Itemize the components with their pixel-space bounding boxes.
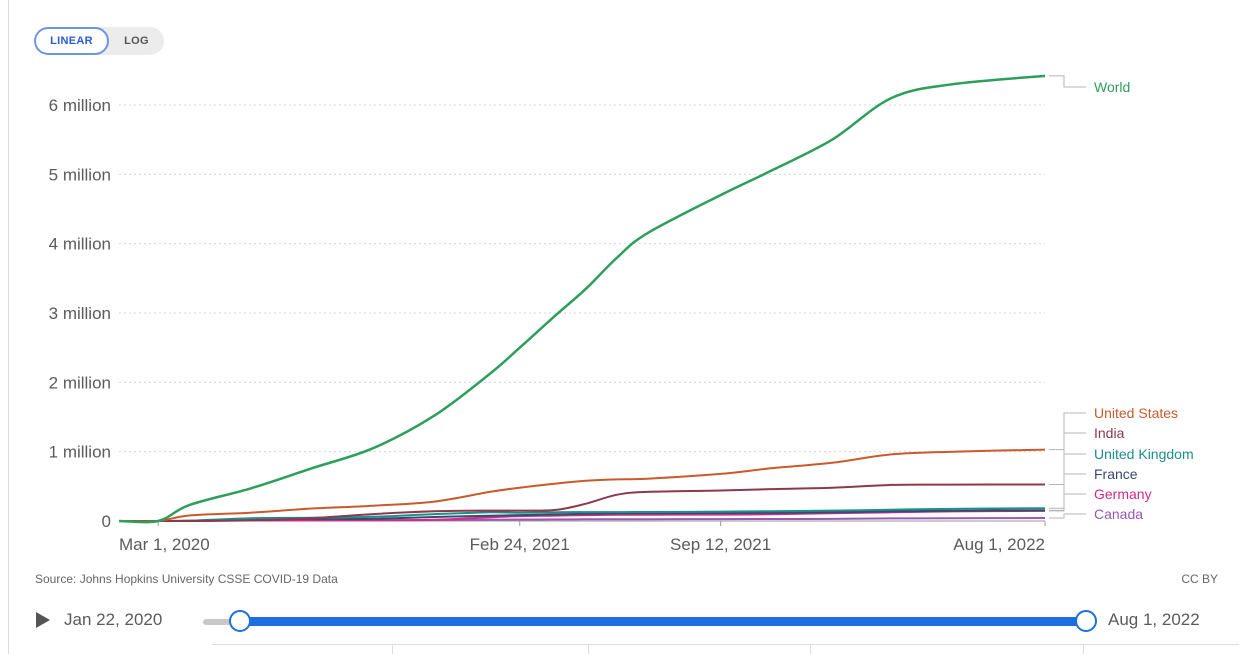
series-label-india[interactable]: India [1094,425,1125,441]
y-tick-label: 5 million [49,165,111,184]
log-scale-button[interactable]: LOG [124,35,149,47]
x-tick-label: Sep 12, 2021 [670,535,771,554]
timeline-start-date: Jan 22, 2020 [64,610,163,629]
timeline-start-handle[interactable] [229,610,251,632]
x-tick-label: Aug 1, 2022 [953,535,1045,554]
label-leader-line [1049,493,1086,512]
label-leader-line [1049,432,1086,485]
scale-toggle[interactable]: LINEAR LOG [34,27,164,55]
play-icon[interactable] [36,612,50,628]
table-column-divider [810,644,811,654]
series-label-germany[interactable]: Germany [1094,486,1152,502]
y-tick-label: 4 million [49,235,111,254]
table-column-divider [392,644,393,654]
series-label-united-states[interactable]: United States [1094,405,1178,421]
table-column-divider [1083,644,1084,654]
series-line-world[interactable] [118,74,1046,524]
x-tick-label: Mar 1, 2020 [119,535,210,554]
license-link[interactable]: CC BY [1181,572,1218,586]
y-tick-label: 2 million [49,373,111,392]
series-label-canada[interactable]: Canada [1094,506,1143,522]
timeline-selected-range[interactable] [240,617,1086,626]
line-chart: 0 1 million 2 million 3 million 4 million 5 m… [49,74,1194,554]
label-leader-line [1049,473,1086,511]
series-labels: World United States India United Kingdom Fra… [1049,75,1194,522]
y-axis-ticks: 0 1 million 2 million 3 million 4 million 5 m… [49,96,111,531]
timeline-end-date: Aug 1, 2022 [1108,610,1200,629]
x-axis-ticks: Mar 1, 2020 Feb 24, 2021 Sep 12, 2021 Aug 1… [119,521,1046,554]
y-tick-label: 0 [102,512,111,531]
table-header-border [212,644,1239,645]
left-border [8,0,9,654]
series-lines [118,74,1046,524]
y-tick-label: 6 million [49,96,111,115]
y-tick-label: 1 million [49,443,111,462]
linear-scale-button[interactable]: LINEAR [34,27,109,55]
source-note: Source: Johns Hopkins University CSSE CO… [35,572,338,586]
label-leader-line [1049,513,1086,519]
series-line-united-kingdom[interactable] [118,507,1046,523]
series-line-india[interactable] [118,483,1046,523]
label-leader-line [1049,412,1086,451]
x-tick-label: Feb 24, 2021 [470,535,570,554]
timeline-end-handle[interactable] [1075,610,1097,632]
label-leader-line [1049,75,1086,88]
series-label-world[interactable]: World [1094,79,1130,95]
table-column-divider [588,644,589,654]
series-label-france[interactable]: France [1094,466,1138,482]
series-line-united-states[interactable] [118,448,1046,523]
series-label-united-kingdom[interactable]: United Kingdom [1094,446,1194,462]
label-leader-line [1049,453,1086,509]
y-tick-label: 3 million [49,304,111,323]
grid-lines [119,104,1045,522]
